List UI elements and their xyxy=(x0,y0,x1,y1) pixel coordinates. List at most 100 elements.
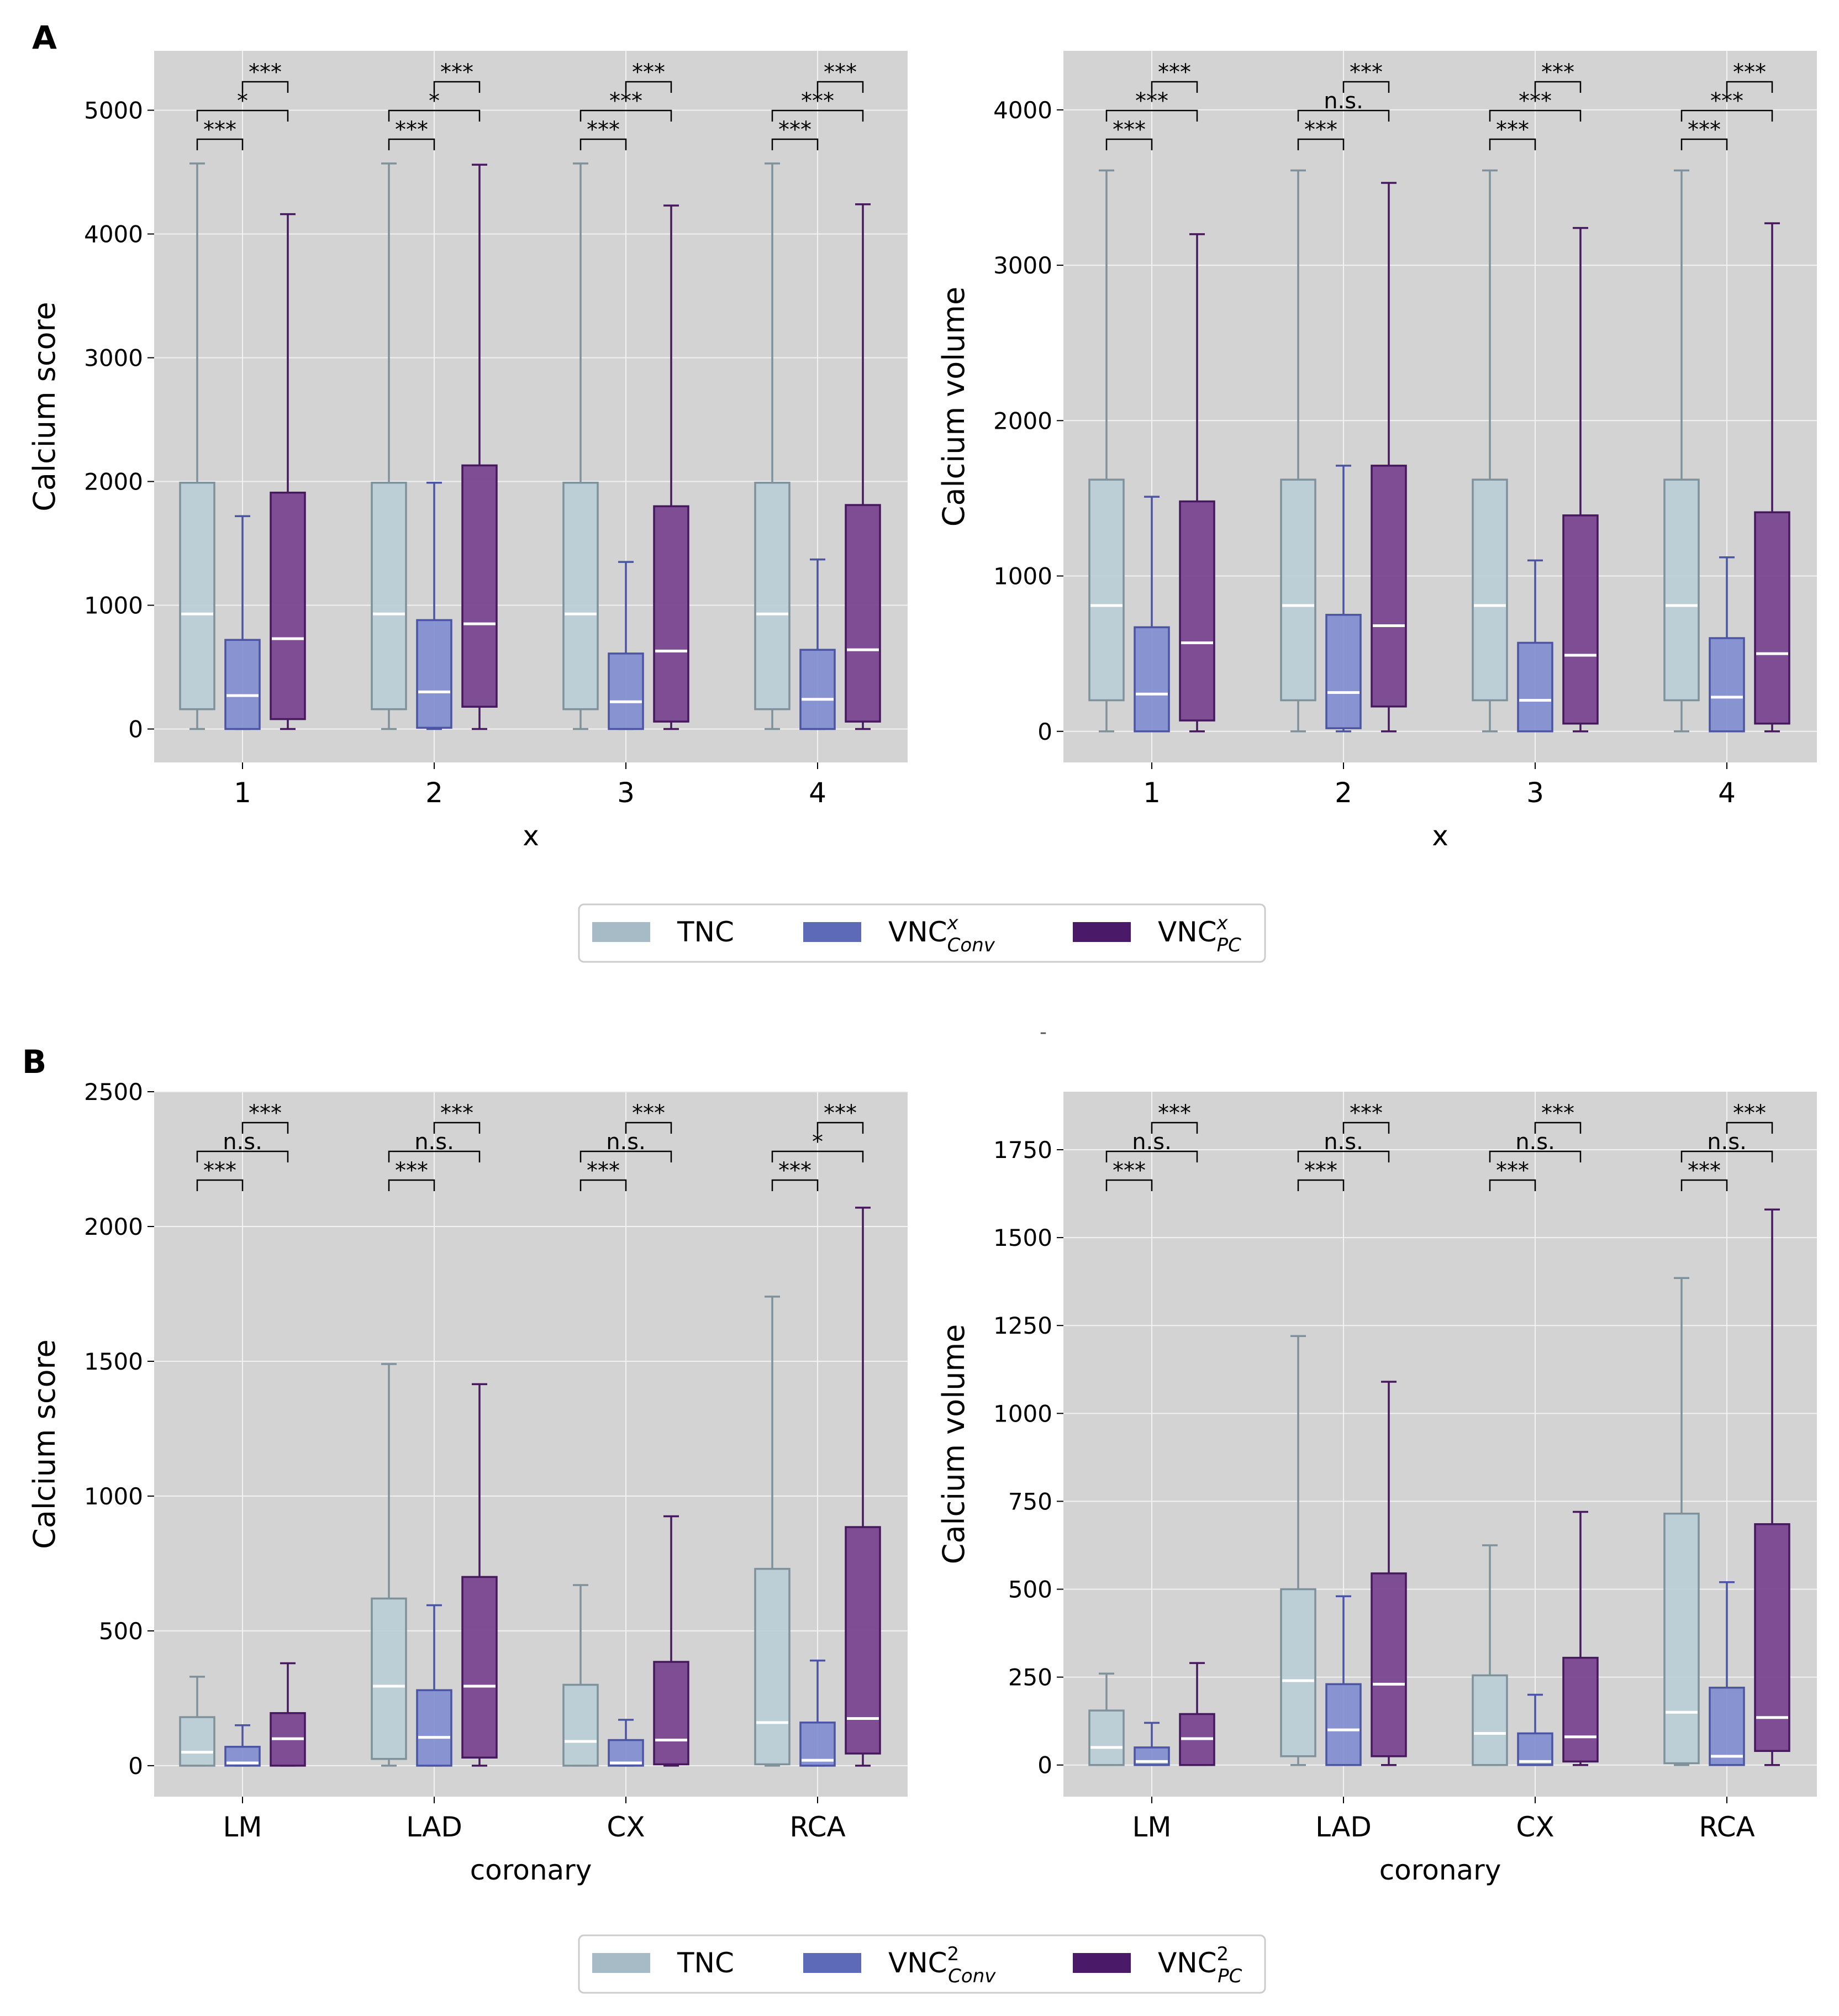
significance-bracket: *** xyxy=(433,60,481,93)
significance-bracket: *** xyxy=(625,60,672,93)
significance-bracket: *** xyxy=(196,117,244,150)
significance-label: *** xyxy=(824,1101,857,1126)
box-iqr xyxy=(1709,1686,1745,1766)
bracket-line xyxy=(579,1179,627,1191)
legend-b-conv-base: VNC xyxy=(888,1947,947,1979)
box-tnc xyxy=(754,162,791,730)
bracket-line xyxy=(625,81,672,93)
y-tick-label: 2000 xyxy=(993,407,1052,434)
significance-label: *** xyxy=(1496,117,1529,143)
box-vnc-conv xyxy=(608,1719,644,1767)
legend-a-label-conv: VNCx Conv xyxy=(888,912,995,956)
significance-bracket: * xyxy=(196,88,289,122)
legend-a-swatch-conv xyxy=(803,922,861,942)
legend-b-conv-sup: 2 xyxy=(947,1943,960,1965)
bracket-line xyxy=(1151,1122,1198,1134)
box-tnc xyxy=(562,162,599,730)
box-tnc xyxy=(1280,169,1316,733)
plot-background xyxy=(154,51,908,762)
box-iqr xyxy=(653,1661,689,1766)
bracket-line xyxy=(1680,109,1773,122)
significance-bracket: *** xyxy=(241,60,289,93)
bracket-line xyxy=(1534,81,1582,93)
x-tick-label: 1 xyxy=(234,777,251,809)
significance-bracket: *** xyxy=(1105,117,1153,150)
significance-label: *** xyxy=(1113,1158,1146,1183)
box-iqr xyxy=(1709,637,1745,733)
box-tnc xyxy=(1088,1672,1125,1766)
bracket-line xyxy=(579,109,672,122)
box-tnc xyxy=(754,1296,791,1767)
bracket-line xyxy=(1726,1122,1773,1134)
bracket-line xyxy=(1105,1179,1153,1191)
bracket-line xyxy=(196,1150,289,1162)
bracket-line xyxy=(1297,138,1345,150)
significance-label: *** xyxy=(632,60,665,85)
bracket-line xyxy=(241,81,289,93)
bracket-line xyxy=(816,1122,864,1134)
box-iqr xyxy=(1472,478,1508,702)
separator-mark: - xyxy=(1040,1021,1047,1044)
box-tnc xyxy=(1472,1544,1508,1766)
y-tick-label: 500 xyxy=(1008,1576,1052,1603)
box-iqr xyxy=(1562,514,1599,725)
legend-b-conv-sub: Conv xyxy=(948,1965,996,1987)
y-tick-label: 2000 xyxy=(84,469,143,496)
significance-bracket: *** xyxy=(1534,60,1582,93)
y-tick-label: 250 xyxy=(1008,1664,1052,1691)
significance-label: *** xyxy=(587,117,620,143)
box-vnc-conv xyxy=(608,561,644,730)
significance-label: * xyxy=(429,88,440,114)
bracket-line xyxy=(625,1122,672,1134)
box-iqr xyxy=(1472,1674,1508,1766)
legend-a-pc-sub: PC xyxy=(1217,934,1242,956)
x-axis-label: x xyxy=(523,820,539,852)
bracket-line xyxy=(1105,1150,1198,1162)
box-vnc-pc xyxy=(653,1515,689,1767)
y-tick-label: 5000 xyxy=(84,97,143,124)
bracket-line xyxy=(579,138,627,150)
significance-bracket: *** xyxy=(1342,60,1390,93)
box-vnc-pc xyxy=(1754,1208,1790,1766)
box-iqr xyxy=(799,1722,836,1767)
legend-a-label-tnc: TNC xyxy=(677,916,734,948)
bracket-line xyxy=(388,109,481,122)
y-axis-label: Calcium score xyxy=(27,1339,62,1549)
x-tick-label: 4 xyxy=(1718,777,1736,809)
x-tick-label: LAD xyxy=(1315,1811,1372,1843)
box-iqr xyxy=(1280,478,1316,702)
box-vnc-conv xyxy=(1517,1693,1553,1766)
bracket-line xyxy=(1534,1122,1582,1134)
x-tick-label: CX xyxy=(1516,1811,1554,1843)
box-iqr xyxy=(608,652,644,730)
box-iqr xyxy=(754,1567,791,1766)
bracket-line xyxy=(579,1150,672,1162)
bracket-line xyxy=(241,1122,289,1134)
box-iqr xyxy=(562,1683,599,1767)
bracket-line xyxy=(1297,1150,1390,1162)
panel-label-a: A xyxy=(32,19,57,56)
significance-label: *** xyxy=(203,1158,236,1183)
y-tick-label: 1750 xyxy=(993,1136,1052,1164)
box-vnc-pc xyxy=(270,1662,306,1767)
x-tick-label: 4 xyxy=(809,777,826,809)
box-iqr xyxy=(608,1739,644,1767)
box-vnc-pc xyxy=(1562,1510,1599,1766)
bracket-line xyxy=(388,1150,481,1162)
bracket-line xyxy=(771,1150,864,1162)
legend-b-label-tnc: TNC xyxy=(677,1947,734,1979)
significance-label: *** xyxy=(1496,1158,1529,1183)
y-tick-label: 3000 xyxy=(84,345,143,372)
x-tick-label: 3 xyxy=(1526,777,1544,809)
y-tick-label: 2000 xyxy=(84,1213,143,1240)
box-iqr xyxy=(1325,1683,1362,1766)
x-tick-label: 2 xyxy=(425,777,443,809)
bracket-line xyxy=(1151,81,1198,93)
legend-b-label-conv: VNC2 Conv xyxy=(888,1943,996,1987)
box-iqr xyxy=(562,482,599,710)
y-tick-label: 0 xyxy=(128,1752,143,1780)
box-vnc-pc xyxy=(270,213,306,730)
box-iqr xyxy=(1134,626,1170,733)
box-iqr xyxy=(1754,511,1790,725)
box-iqr xyxy=(371,482,407,710)
